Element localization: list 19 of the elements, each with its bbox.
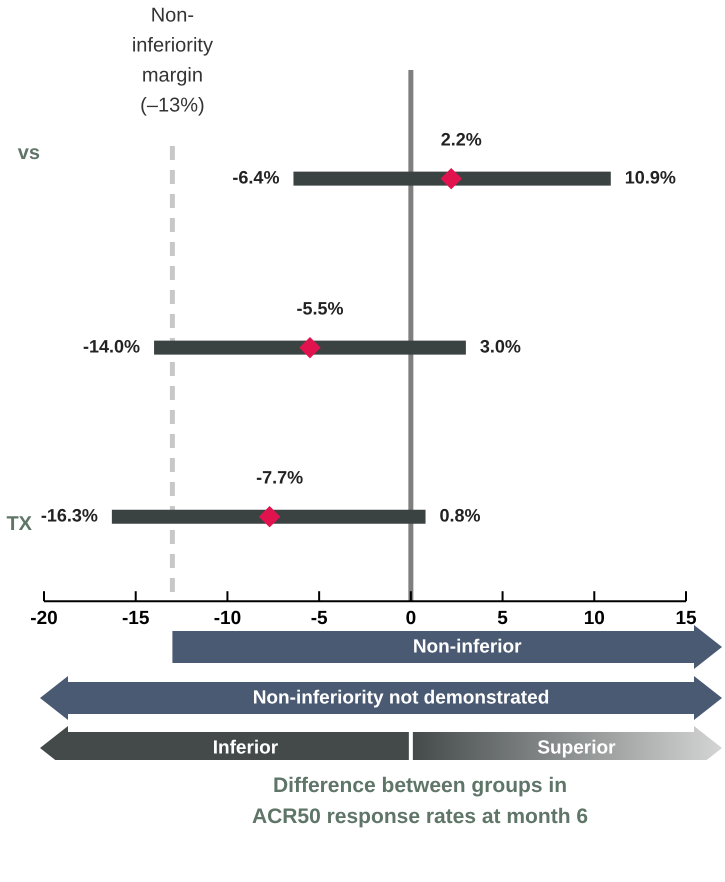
data-label: -5.5% [296, 298, 344, 319]
double-arrow: Non-inferiority not demonstrated [40, 676, 722, 720]
right-arrow: Non-inferior [172, 625, 722, 669]
y-tick-label: TX [6, 513, 33, 536]
x-tick-label: -20 [30, 608, 58, 629]
annotation: 0.8% [440, 506, 481, 526]
data-label: 2.2% [440, 130, 482, 150]
text: Difference between groups in ACR50 response rates at month 6 [250, 773, 590, 830]
left-arrow: Inferior [40, 726, 409, 760]
annotation: -6.4% [232, 168, 280, 188]
annotation: 10.9% [624, 168, 676, 188]
data-label: -7.7% [256, 468, 304, 488]
x-tick-label: -15 [122, 608, 150, 629]
right-arrow: Superior [412, 726, 722, 760]
annotation: -14.0% [83, 336, 140, 357]
ref-line-label: Non-inferiority margin (–13%) [132, 4, 213, 117]
annotation: -16.3% [40, 506, 98, 526]
annotation: 3.0% [480, 336, 521, 357]
y-tick-label: vs [18, 142, 40, 164]
